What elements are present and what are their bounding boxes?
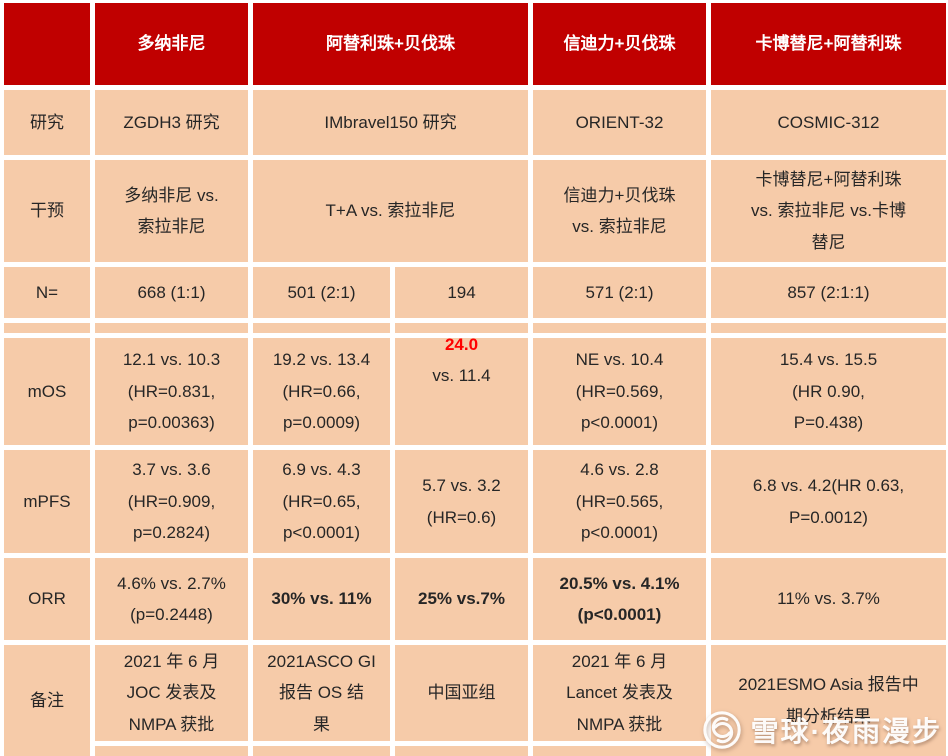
bottom-partial-cell xyxy=(95,746,248,756)
cell-study-cabo-atezo: COSMIC-312 xyxy=(711,90,946,155)
cell-intervention-cabo-atezo: 卡博替尼+阿替利珠 vs. 索拉非尼 vs.卡博 替尼 xyxy=(711,160,946,262)
spacer-cell xyxy=(95,323,248,333)
cell-mos-donafenib: 12.1 vs. 10.3 (HR=0.831, p=0.00363) xyxy=(95,338,248,445)
cell-orr-atezo-bev-b: 25% vs.7% xyxy=(395,558,528,640)
spacer-cell xyxy=(533,323,706,333)
cell-mpfs-sintilimab-bev: 4.6 vs. 2.8 (HR=0.565, p<0.0001) xyxy=(533,450,706,553)
mos-highlight-value: 24.0 xyxy=(444,338,479,354)
cell-mos-sintilimab-bev: NE vs. 10.4 (HR=0.569, p<0.0001) xyxy=(533,338,706,445)
cell-orr-sintilimab-bev: 20.5% vs. 4.1% (p<0.0001) xyxy=(533,558,706,640)
cell-note-atezo-bev-a: 2021ASCO GI 报告 OS 结 果 xyxy=(253,645,390,741)
mos-highlight-rest: vs. 11.4 xyxy=(432,366,491,386)
cell-n-cabo-atezo: 857 (2:1:1) xyxy=(711,267,946,318)
cell-mpfs-cabo-atezo: 6.8 vs. 4.2(HR 0.63, P=0.0012) xyxy=(711,450,946,553)
cell-mos-cabo-atezo: 15.4 vs. 15.5 (HR 0.90, P=0.438) xyxy=(711,338,946,445)
row-label-note: 备注 xyxy=(4,645,90,756)
cell-mos-atezo-bev-b: 24.0 vs. 11.4 (HR=0.53) xyxy=(395,338,528,445)
row-label-intervention: 干预 xyxy=(4,160,90,262)
cell-note-atezo-bev-b: 中国亚组 xyxy=(395,645,528,741)
cell-n-atezo-bev-b: 194 xyxy=(395,267,528,318)
bottom-partial-cell xyxy=(253,746,390,756)
cell-intervention-atezo-bev: T+A vs. 索拉非尼 xyxy=(253,160,528,262)
cell-note-donafenib: 2021 年 6 月 JOC 发表及 NMPA 获批 xyxy=(95,645,248,741)
header-cell-donafenib: 多纳非尼 xyxy=(95,3,248,85)
cell-mpfs-atezo-bev-a: 6.9 vs. 4.3 (HR=0.65, p<0.0001) xyxy=(253,450,390,553)
cell-intervention-donafenib: 多纳非尼 vs. 索拉非尼 xyxy=(95,160,248,262)
header-cell-atezo-bev: 阿替利珠+贝伐珠 xyxy=(253,3,528,85)
cell-orr-donafenib: 4.6% vs. 2.7% (p=0.2448) xyxy=(95,558,248,640)
header-cell-sintilimab-bev: 信迪力+贝伐珠 xyxy=(533,3,706,85)
bottom-partial-cell xyxy=(533,746,706,756)
row-label-n: N= xyxy=(4,267,90,318)
row-label-orr: ORR xyxy=(4,558,90,640)
cell-mpfs-atezo-bev-b: 5.7 vs. 3.2 (HR=0.6) xyxy=(395,450,528,553)
header-cell-cabo-atezo: 卡博替尼+阿替利珠 xyxy=(711,3,946,85)
cell-note-sintilimab-bev: 2021 年 6 月 Lancet 发表及 NMPA 获批 xyxy=(533,645,706,741)
spacer-cell xyxy=(711,323,946,333)
cell-study-donafenib: ZGDH3 研究 xyxy=(95,90,248,155)
cell-orr-cabo-atezo: 11% vs. 3.7% xyxy=(711,558,946,640)
cell-intervention-sintilimab-bev: 信迪力+贝伐珠 vs. 索拉非尼 xyxy=(533,160,706,262)
row-label-mpfs: mPFS xyxy=(4,450,90,553)
spacer-cell xyxy=(253,323,390,333)
cell-n-atezo-bev-a: 501 (2:1) xyxy=(253,267,390,318)
cell-orr-atezo-bev-a: 30% vs. 11% xyxy=(253,558,390,640)
cell-mos-atezo-bev-a: 19.2 vs. 13.4 (HR=0.66, p=0.0009) xyxy=(253,338,390,445)
header-cell-blank xyxy=(4,3,90,85)
spacer-cell xyxy=(395,323,528,333)
cell-note-cabo-atezo: 2021ESMO Asia 报告中 期分析结果 xyxy=(711,645,946,756)
spacer-cell xyxy=(4,323,90,333)
cell-study-atezo-bev: IMbravel150 研究 xyxy=(253,90,528,155)
cell-study-sintilimab-bev: ORIENT-32 xyxy=(533,90,706,155)
cell-n-sintilimab-bev: 571 (2:1) xyxy=(533,267,706,318)
row-label-mos: mOS xyxy=(4,338,90,445)
bottom-partial-cell xyxy=(395,746,528,756)
cell-mpfs-donafenib: 3.7 vs. 3.6 (HR=0.909, p=0.2824) xyxy=(95,450,248,553)
cell-n-donafenib: 668 (1:1) xyxy=(95,267,248,318)
row-label-study: 研究 xyxy=(4,90,90,155)
